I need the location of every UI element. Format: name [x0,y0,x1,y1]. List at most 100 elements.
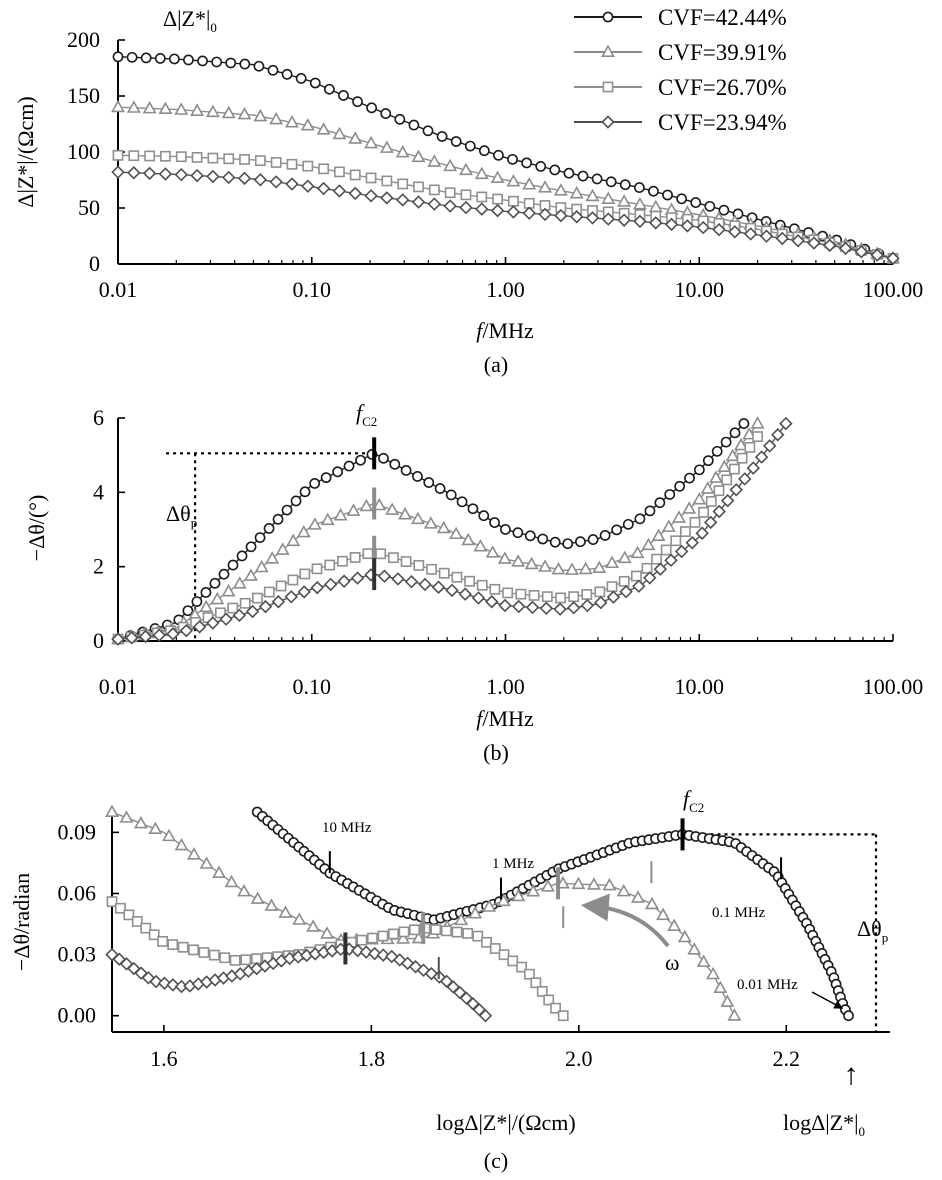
data-point [387,552,399,564]
data-point [199,856,214,869]
x-tick-label: 0.01 [99,277,138,302]
data-point [254,155,266,167]
data-point [225,57,237,69]
data-point [346,503,361,516]
data-point [632,197,647,210]
data-point [549,164,561,176]
data-point [500,524,511,535]
data-point [385,502,400,515]
legend-item-3: CVF=26.70% [574,75,787,100]
data-point [667,918,682,931]
data-point [713,980,728,994]
data-point [205,104,220,118]
data-point [537,533,549,545]
data-point [252,592,263,604]
data-point [413,181,424,193]
data-point [397,178,409,190]
legend-label: CVF=39.91% [658,40,787,65]
data-point [585,211,600,225]
data-point [698,506,709,518]
data-point [526,884,541,897]
data-point [654,497,666,509]
data-point [239,597,251,609]
data-point [348,186,362,201]
data-point [471,591,486,605]
data-point [334,166,345,178]
data-point [219,952,231,964]
data-point [524,556,539,570]
data-point [696,954,711,967]
data-point [198,947,210,958]
data-point [744,442,756,453]
data-point [602,877,617,891]
data-point [190,168,204,183]
y-tick-label: 0.06 [58,880,97,905]
data-point [111,99,125,113]
data-point [458,162,473,176]
data-point [674,544,689,559]
data-point [512,527,524,539]
data-point [762,439,777,453]
series-1 [112,418,750,645]
data-point [337,555,348,567]
panel-c-omega-label: ω [665,950,679,975]
panel-b-ylabel: −Δθ/(°) [24,495,49,562]
data-point [367,932,378,944]
data-point [290,495,302,507]
data-point [352,96,363,108]
data-point [461,532,476,546]
data-point [239,58,251,70]
data-point [454,912,469,926]
y-tick-label: 4 [93,479,104,504]
data-point [522,177,537,190]
data-point [632,579,646,593]
data-point [706,966,721,980]
data-point [377,930,389,942]
y-tick-label: 0.03 [58,942,97,967]
panel-c-xlabel: logΔ|Z*|/(Ωcm) [436,1110,576,1135]
y-tick-label: 100 [67,139,100,164]
data-point [540,879,555,892]
data-point [218,568,230,580]
data-point [791,234,805,248]
data-point [316,122,331,135]
data-point [166,978,180,992]
data-point [569,210,584,224]
y-tick-label: 0 [93,628,104,653]
data-point [551,561,566,575]
x-tick-label: 2.0 [565,1046,593,1071]
data-point [221,584,236,597]
data-point [617,550,632,564]
data-point [254,532,266,544]
legend-label: CVF=23.94% [658,110,787,135]
data-point [209,577,221,589]
data-point [733,437,748,451]
data-point [553,602,567,616]
y-tick-label: 6 [93,405,104,430]
data-point [594,586,606,598]
series-3 [106,896,569,1022]
data-point [427,154,442,167]
data-point [287,574,299,586]
data-point [689,517,701,528]
panel-b: 0.01 0.10 1.00 10.00 100.00 0 2 4 6 −Δθ/(°) f/MH… [24,400,923,765]
data-point [310,580,324,595]
data-point [188,944,199,956]
data-point [423,477,435,488]
data-point [718,204,730,216]
data-point [343,460,355,472]
panel-c-guides [682,833,878,1032]
data-point [270,157,282,168]
data-point [653,562,668,576]
data-point [451,926,463,938]
data-point [568,591,580,603]
data-point [381,175,393,187]
data-point [423,516,438,529]
data-point [630,570,642,582]
data-point [553,183,568,196]
data-point [237,171,252,186]
data-point [167,939,179,951]
x-tick-label: 1.6 [150,1046,178,1071]
data-point [580,598,595,613]
legend-marker [602,81,614,93]
